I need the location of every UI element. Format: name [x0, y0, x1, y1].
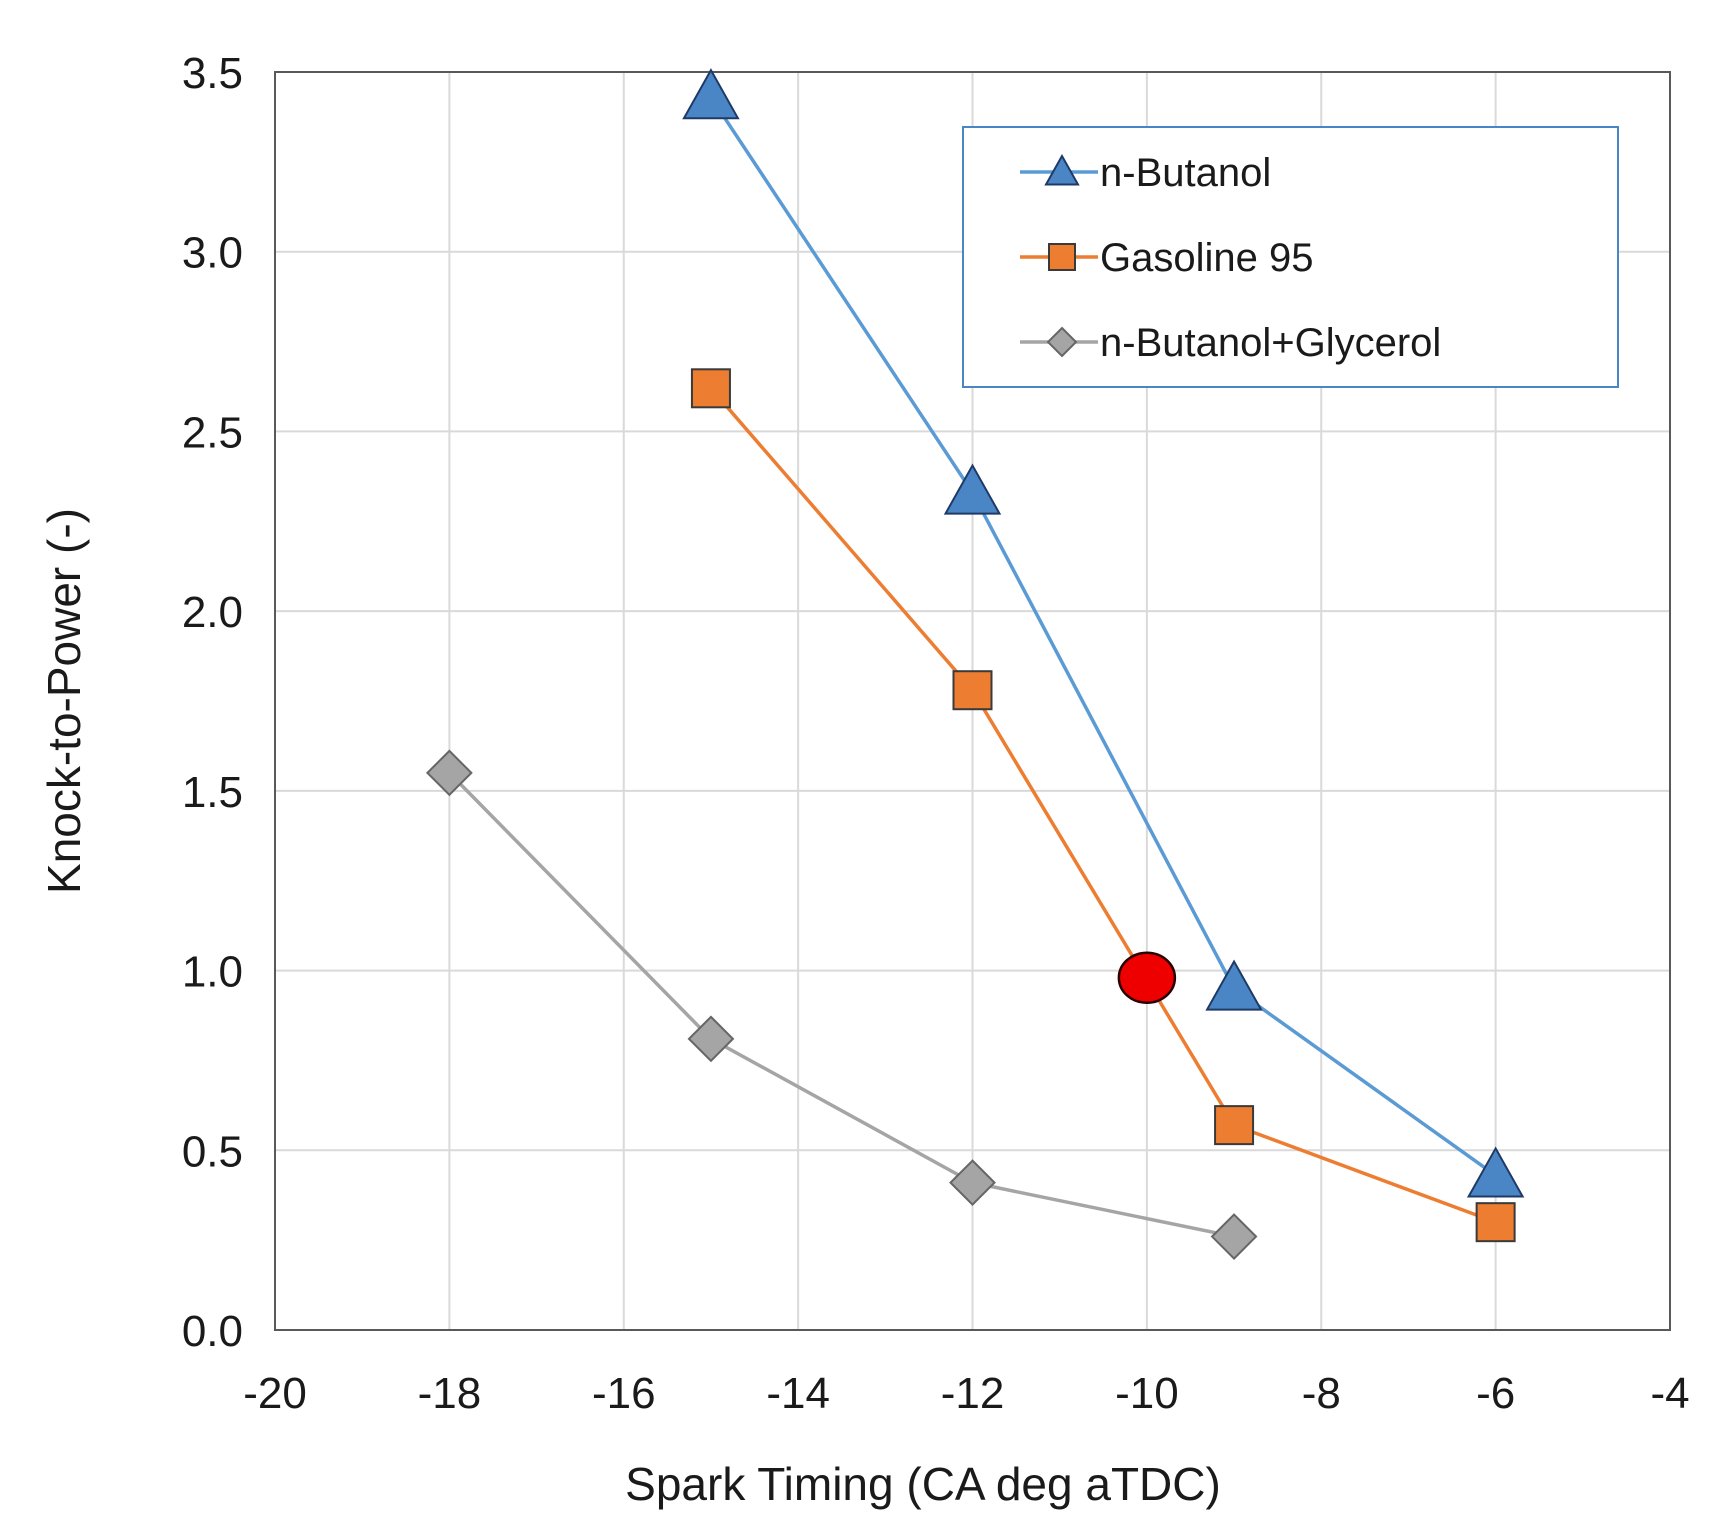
legend-label-gasoline-95: Gasoline 95 [1100, 236, 1313, 280]
x-tick-label: -6 [1476, 1369, 1515, 1418]
y-tick-label: 0.0 [182, 1307, 243, 1356]
legend-item-n-butanol-glycerol: n-Butanol+Glycerol [1020, 321, 1441, 365]
x-axis-title: Spark Timing (CA deg aTDC) [625, 1458, 1221, 1510]
y-axis-title: Knock-to-Power (-) [38, 508, 90, 894]
x-tick-label: -8 [1302, 1369, 1341, 1418]
data-point-n-butanol-glycerol [425, 749, 473, 797]
y-tick-label: 3.5 [182, 49, 243, 98]
highlight-point-marker [1117, 951, 1177, 1005]
legend-marker-n-butanol-glycerol [1046, 326, 1078, 358]
x-tick-label: -14 [766, 1369, 830, 1418]
data-point-n-butanol [943, 463, 1002, 515]
x-tick-label: -4 [1650, 1369, 1689, 1418]
data-point-gasoline-95 [690, 368, 731, 409]
y-tick-label: 2.0 [182, 588, 243, 637]
y-tick-label: 3.0 [182, 229, 243, 278]
x-tick-label: -18 [418, 1369, 482, 1418]
data-point-n-butanol [1205, 959, 1263, 1011]
legend-marker-n-butanol [1044, 153, 1080, 186]
legend: n-Butanol Gasoline 95 n-Butanol+Glycerol [962, 126, 1619, 388]
tick-labels: -20 -18 -16 -14 -12 -10 -8 -6 -4 0.0 0.5 1.0 1.5 2.0 2… [182, 49, 1690, 1418]
data-point-gasoline-95 [952, 670, 993, 711]
data-point-n-butanol-glycerol [1210, 1213, 1258, 1260]
data-point-gasoline-95 [1475, 1202, 1516, 1243]
y-tick-label: 1.5 [182, 768, 243, 817]
series-n-butanol-glycerol [425, 749, 1258, 1260]
legend-marker-gasoline-95 [1048, 243, 1076, 271]
x-tick-label: -20 [243, 1369, 307, 1418]
series-line-n-butanol [709, 96, 1497, 1177]
data-point-n-butanol-glycerol [687, 1015, 735, 1063]
series-line-gasoline-95 [709, 387, 1497, 1224]
x-tick-label: -16 [592, 1369, 656, 1418]
y-tick-label: 0.5 [182, 1127, 243, 1176]
legend-item-gasoline-95: Gasoline 95 [1020, 236, 1313, 280]
y-tick-label: 1.0 [182, 948, 243, 997]
data-series [425, 68, 1525, 1260]
data-point-gasoline-95 [1214, 1105, 1255, 1146]
legend-label-n-butanol: n-Butanol [1100, 151, 1271, 195]
data-point-n-butanol [682, 68, 740, 120]
x-tick-label: -10 [1115, 1369, 1179, 1418]
legend-item-n-butanol: n-Butanol [1020, 151, 1271, 195]
data-point-n-butanol-glycerol [949, 1159, 996, 1207]
y-tick-label: 2.5 [182, 408, 243, 457]
series-line-n-butanol-glycerol [448, 771, 1235, 1239]
plot-area [274, 71, 1671, 1331]
series-gasoline-95 [690, 368, 1516, 1243]
data-point-n-butanol [1466, 1146, 1525, 1198]
annotations [1117, 951, 1177, 1005]
series-n-butanol [682, 68, 1525, 1198]
x-tick-label: -12 [941, 1369, 1005, 1418]
legend-label-n-butanol-glycerol: n-Butanol+Glycerol [1100, 321, 1441, 365]
